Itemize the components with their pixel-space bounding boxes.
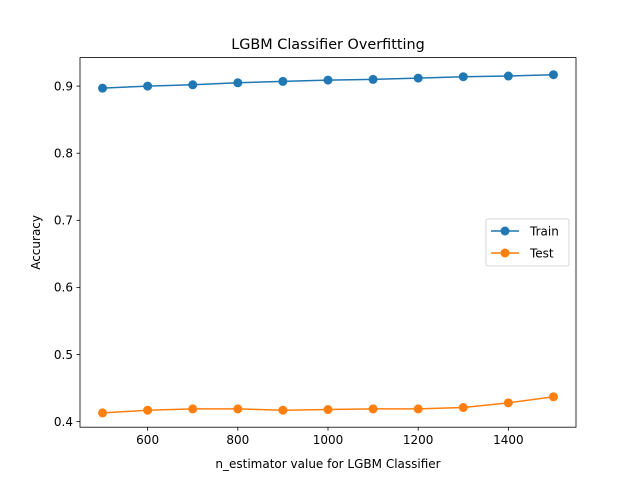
data-point-test	[233, 404, 243, 414]
y-tick-label: 0.8	[54, 147, 73, 161]
data-point-train	[368, 74, 378, 84]
legend-entry-train: Train	[491, 225, 559, 239]
data-point-train	[503, 71, 513, 81]
data-point-test	[548, 392, 558, 402]
data-point-train	[413, 73, 423, 83]
legend-marker-train	[500, 226, 510, 236]
y-tick-label: 0.5	[54, 348, 73, 362]
x-tick-label: 1200	[403, 433, 434, 447]
data-point-test	[278, 405, 288, 415]
y-tick-label: 0.9	[54, 79, 73, 93]
y-tick-label: 0.7	[54, 214, 73, 228]
data-point-train	[323, 75, 333, 85]
legend-marker-test	[500, 248, 510, 258]
x-tick-label: 1000	[313, 433, 344, 447]
data-point-test	[143, 405, 153, 415]
legend: Train Test	[485, 218, 570, 267]
data-point-test	[98, 408, 108, 418]
x-axis-ticks: 600 800 1000 1200 1400	[136, 427, 524, 447]
plot-frame	[79, 57, 577, 428]
data-point-train	[278, 76, 288, 86]
data-point-test	[188, 404, 198, 414]
y-axis-label: Accuracy	[29, 215, 43, 270]
y-tick-label: 0.6	[54, 281, 73, 295]
y-tick-label: 0.4	[54, 415, 73, 429]
x-tick-label: 1400	[493, 433, 524, 447]
data-point-train	[188, 80, 198, 90]
x-tick-label: 600	[136, 433, 159, 447]
data-point-train	[548, 70, 558, 80]
data-point-train	[143, 81, 153, 91]
data-point-test	[368, 404, 378, 414]
legend-entry-test: Test	[491, 247, 554, 261]
data-point-train	[458, 72, 468, 82]
y-axis-ticks: 0.4 0.5 0.6 0.7 0.8 0.9	[54, 79, 80, 429]
data-point-test	[503, 398, 513, 408]
data-point-test	[413, 404, 423, 414]
series-layer	[98, 70, 558, 418]
data-point-train	[233, 78, 243, 88]
legend-label-test: Test	[529, 247, 554, 261]
chart-title: LGBM Classifier Overfitting	[231, 37, 425, 53]
legend-label-train: Train	[529, 225, 559, 239]
x-tick-label: 800	[226, 433, 249, 447]
x-axis-label: n_estimator value for LGBM Classifier	[215, 457, 440, 471]
data-point-test	[323, 405, 333, 415]
data-point-train	[98, 83, 108, 93]
data-point-test	[458, 403, 468, 413]
